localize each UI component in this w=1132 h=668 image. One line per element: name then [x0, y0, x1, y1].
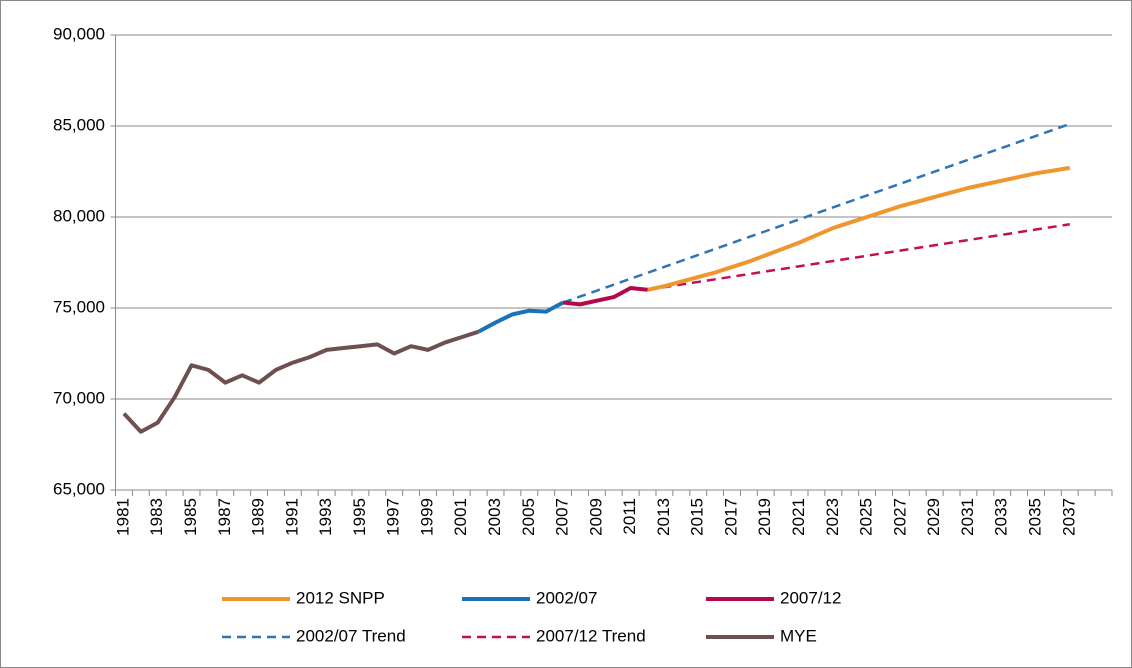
x-tick-label: 2019 [755, 498, 774, 536]
x-tick-label: 2015 [688, 498, 707, 536]
x-tick-label: 2005 [519, 498, 538, 536]
x-tick-label: 1989 [249, 498, 268, 536]
x-tick-label: 1997 [384, 498, 403, 536]
legend-label: 2007/12 Trend [536, 626, 646, 645]
series-line [562, 285, 648, 307]
y-tick-label: 75,000 [53, 297, 105, 316]
series-line [477, 300, 565, 334]
legend-label: MYE [780, 626, 817, 645]
x-tick-label: 2037 [1059, 498, 1078, 536]
x-tick-label: 2033 [992, 498, 1011, 536]
x-tick-label: 1981 [113, 498, 132, 536]
legend-label: 2002/07 [536, 588, 597, 607]
x-tick-label: 1995 [350, 498, 369, 536]
legend-label: 2007/12 [780, 588, 841, 607]
legend-label: 2002/07 Trend [296, 626, 406, 645]
y-tick-label: 65,000 [53, 479, 105, 498]
x-tick-label: 2009 [586, 498, 605, 536]
x-tick-label: 2017 [721, 498, 740, 536]
series-line [647, 165, 1071, 292]
x-tick-label: 2001 [451, 498, 470, 536]
x-tick-label: 1983 [147, 498, 166, 536]
x-tick-label: 2023 [823, 498, 842, 536]
x-tick-label: 2013 [654, 498, 673, 536]
x-tick-label: 2025 [857, 498, 876, 536]
y-tick-label: 90,000 [53, 24, 105, 43]
series-line [122, 329, 480, 434]
series-line [647, 223, 1070, 292]
legend-label: 2012 SNPP [296, 588, 385, 607]
x-tick-label: 2007 [553, 498, 572, 536]
x-tick-label: 2011 [620, 498, 639, 535]
x-tick-label: 2035 [1025, 498, 1044, 536]
x-tick-label: 2003 [485, 498, 504, 536]
y-tick-label: 85,000 [53, 115, 105, 134]
x-tick-label: 1987 [215, 498, 234, 536]
y-tick-label: 80,000 [53, 206, 105, 225]
x-tick-label: 1991 [282, 498, 301, 536]
x-tick-label: 2027 [890, 498, 909, 536]
x-tick-label: 1985 [181, 498, 200, 536]
x-tick-label: 1993 [316, 498, 335, 536]
x-tick-label: 2029 [924, 498, 943, 536]
y-tick-label: 70,000 [53, 388, 105, 407]
x-tick-label: 2021 [789, 498, 808, 536]
x-tick-label: 1999 [417, 498, 436, 536]
x-tick-label: 2031 [958, 498, 977, 536]
